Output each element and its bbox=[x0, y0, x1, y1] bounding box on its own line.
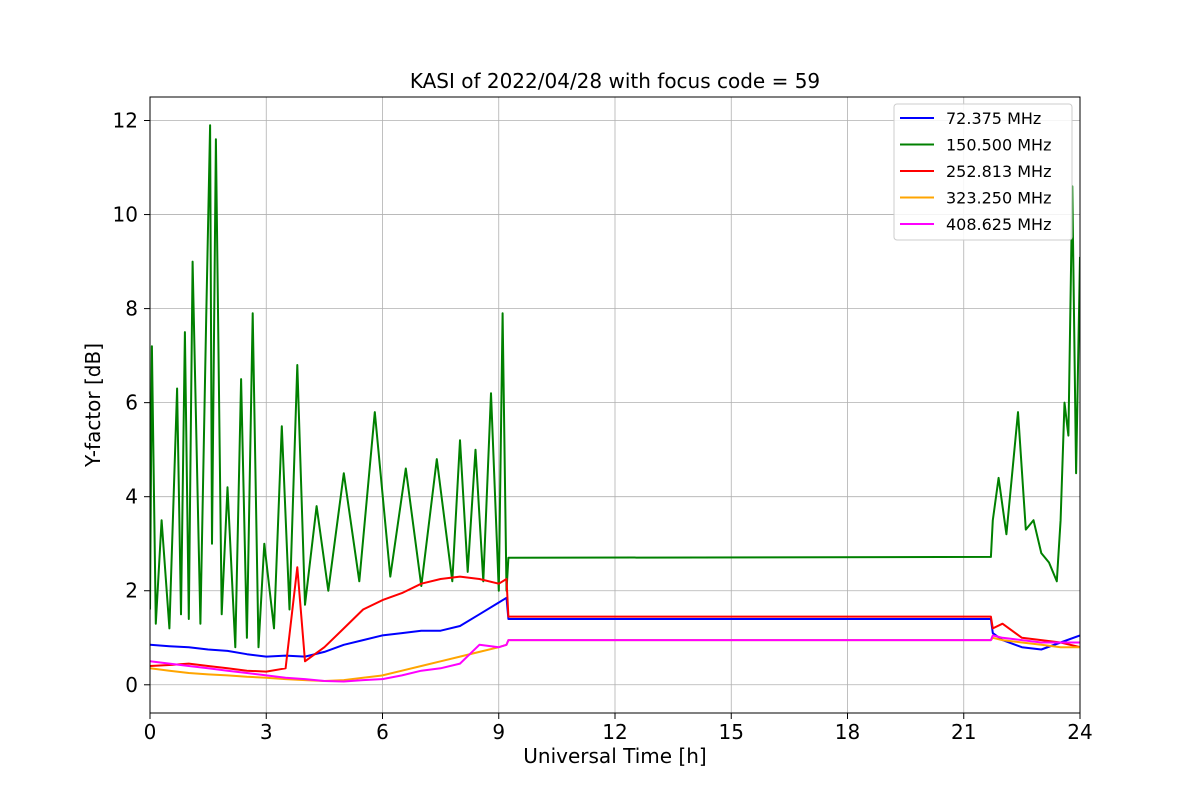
y-tick-label: 2 bbox=[125, 579, 138, 603]
y-tick-label: 8 bbox=[125, 297, 138, 321]
chart-title: KASI of 2022/04/28 with focus code = 59 bbox=[410, 69, 820, 93]
legend-entry: 408.625 MHz bbox=[946, 215, 1051, 234]
legend-entry: 252.813 MHz bbox=[946, 162, 1051, 181]
x-tick-label: 21 bbox=[951, 720, 976, 744]
legend-entry: 323.250 MHz bbox=[946, 189, 1051, 208]
x-tick-label: 9 bbox=[492, 720, 505, 744]
y-tick-label: 10 bbox=[113, 203, 138, 227]
x-axis-label: Universal Time [h] bbox=[523, 744, 706, 768]
y-tick-label: 4 bbox=[125, 485, 138, 509]
x-tick-label: 18 bbox=[835, 720, 860, 744]
x-tick-label: 3 bbox=[260, 720, 273, 744]
x-tick-label: 24 bbox=[1067, 720, 1092, 744]
series-line-4 bbox=[150, 634, 1080, 683]
series-line-2 bbox=[150, 566, 1080, 673]
series-lines bbox=[150, 124, 1080, 683]
y-tick-label: 12 bbox=[113, 109, 138, 133]
legend: 72.375 MHz 150.500 MHz 252.813 MHz 323.2… bbox=[893, 103, 1073, 241]
legend-entry: 150.500 MHz bbox=[946, 136, 1051, 155]
x-tick-label: 15 bbox=[719, 720, 744, 744]
y-axis-label: Y-factor [dB] bbox=[81, 343, 105, 468]
series-line-3 bbox=[150, 636, 1080, 682]
series-line-1 bbox=[150, 124, 1080, 649]
y-tick-label: 0 bbox=[125, 673, 138, 697]
legend-entry: 72.375 MHz bbox=[946, 109, 1041, 128]
legend-box bbox=[893, 103, 1073, 241]
x-tick-label: 0 bbox=[144, 720, 157, 744]
x-tick-label: 12 bbox=[602, 720, 627, 744]
y-tick-label: 6 bbox=[125, 391, 138, 415]
x-tick-label: 6 bbox=[376, 720, 389, 744]
